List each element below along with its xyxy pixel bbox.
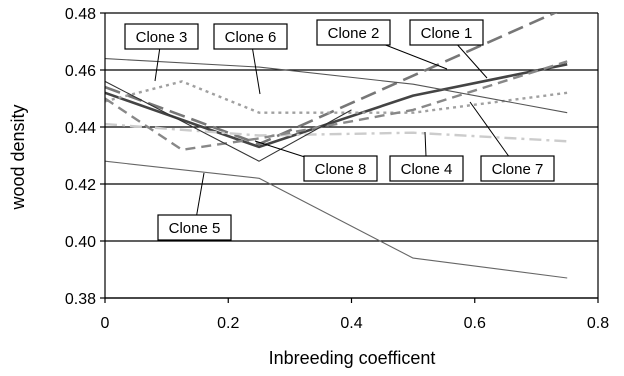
callout-box-clone-5 (157, 214, 232, 241)
series-line-clone-5 (105, 160, 568, 279)
callout-box-clone-4 (389, 155, 464, 182)
y-tick-label-3: 0.44 (65, 120, 96, 137)
callout-layer: Clone 1 Clone 2 Clone 3 Clone 4 Clone 5 Clone… (124, 19, 555, 241)
callout-label-clone-3: Clone 3 (136, 29, 188, 46)
callout-box-clone-3 (124, 23, 199, 50)
callout-label-clone-7: Clone 7 (492, 161, 544, 178)
callout-label-clone-8: Clone 8 (315, 161, 367, 178)
callout-label-clone-5: Clone 5 (169, 220, 221, 237)
callout-leader-clone-7 (469, 101, 509, 157)
series-line-clone-3 (105, 80, 568, 114)
callout-label-clone-2: Clone 2 (328, 25, 380, 42)
y-tick-label-1: 0.40 (65, 234, 96, 251)
callout-leader-layer (154, 44, 509, 216)
y-tick-label-0: 0.38 (65, 291, 96, 308)
callout-leader-clone-2 (385, 44, 448, 70)
callout-box-clone-2 (316, 19, 391, 46)
callout-leader-clone-8 (254, 140, 305, 158)
callout-box-clone-1 (409, 19, 484, 46)
x-tick-label-1: 0.2 (217, 315, 239, 332)
callout-leader-clone-5 (196, 172, 205, 216)
callout-leader-clone-4 (424, 131, 427, 157)
callout-label-clone-4: Clone 4 (401, 161, 453, 178)
callout-leader-clone-6 (252, 48, 261, 95)
callout-box-clone-8 (303, 155, 378, 182)
x-tick-label-4: 0.8 (587, 315, 609, 332)
series-line-clone-6 (105, 58, 568, 114)
callout-box-clone-7 (480, 155, 555, 182)
callout-label-clone-6: Clone 6 (225, 29, 277, 46)
y-tick-label-5: 0.48 (65, 6, 96, 23)
y-tick-label-2: 0.42 (65, 177, 96, 194)
series-line-clone-8 (105, 80, 352, 162)
series-line-clone-2 (105, 13, 558, 146)
series-line-clone-1 (105, 63, 568, 149)
y-tick-label-4: 0.46 (65, 63, 96, 80)
series-layer (105, 13, 568, 279)
y-axis-title: wood density (8, 104, 28, 210)
tick-label-layer: 0.38 0.40 0.42 0.44 0.46 0.48 0 0.2 0.4 0.6 0.8 (65, 6, 609, 332)
axis-layer (100, 12, 599, 303)
x-tick-label-3: 0.6 (464, 315, 486, 332)
series-line-clone-4 (105, 122, 568, 143)
x-tick-label-0: 0 (101, 315, 110, 332)
callout-box-clone-6 (213, 23, 288, 50)
x-axis-title: Inbreeding coefficent (269, 348, 436, 368)
callout-leader-clone-3 (154, 48, 161, 82)
x-tick-label-2: 0.4 (340, 315, 362, 332)
callout-label-clone-1: Clone 1 (421, 25, 473, 42)
callout-leader-clone-1 (457, 44, 488, 79)
